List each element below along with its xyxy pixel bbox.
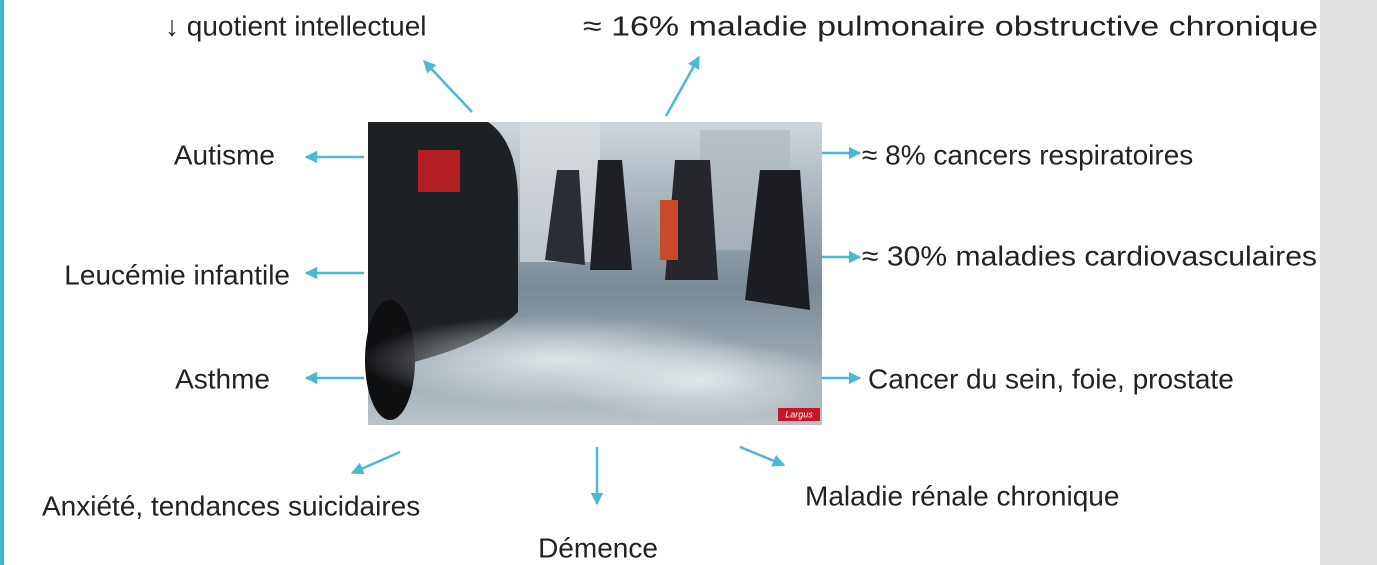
label: Anxiété, tendances suicidaires [42, 490, 420, 521]
left-border [0, 0, 4, 565]
label: Maladie rénale chronique [805, 480, 1119, 511]
side-panel [1320, 0, 1377, 565]
label: ≈ 8% cancers respiratoires [862, 139, 1193, 170]
arrow [664, 55, 701, 117]
label: Asthme [175, 363, 270, 394]
label: Cancer du sein, foie, prostate [868, 363, 1234, 394]
arrow [739, 445, 786, 467]
arrow [350, 450, 401, 475]
label: Démence [538, 532, 658, 563]
label: Leucémie infantile [64, 259, 290, 290]
label: ≈ 30% maladies cardiovasculaires [862, 240, 1317, 271]
logo: Largus [785, 409, 813, 419]
photo: Largus [360, 122, 840, 425]
label: ↓ quotient intellectuel [165, 10, 427, 41]
arrow [423, 60, 473, 113]
label: Autisme [174, 139, 275, 170]
label: ≈ 16% maladie pulmonaire obstructive chr… [583, 10, 1318, 41]
